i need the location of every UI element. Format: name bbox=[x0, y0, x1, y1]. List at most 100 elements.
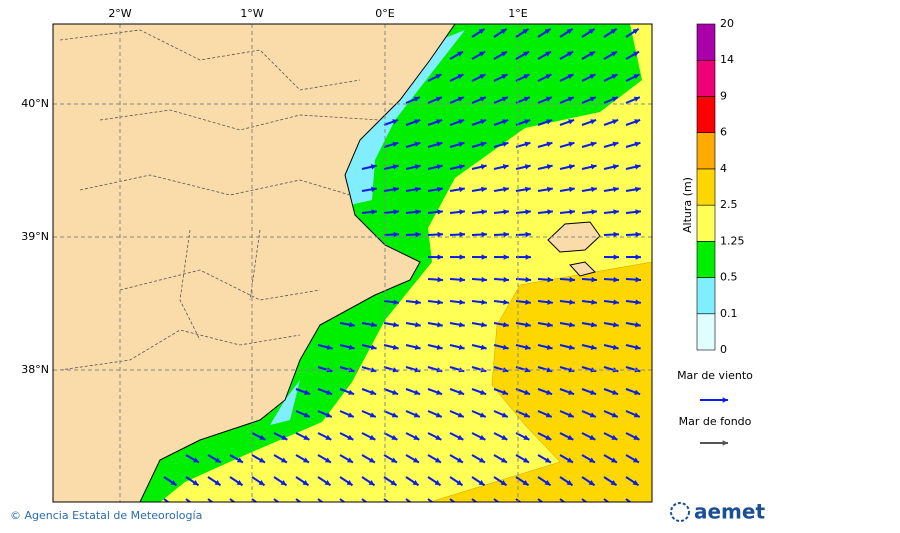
wind-arrow-head bbox=[611, 434, 618, 440]
wind-arrow-head bbox=[459, 186, 465, 193]
wind-arrow-head bbox=[523, 74, 530, 80]
wind-arrow-head bbox=[612, 119, 619, 125]
wind-arrow-head bbox=[346, 480, 353, 486]
wind-arrow-head bbox=[303, 412, 310, 418]
wind-arrow-head bbox=[392, 164, 399, 170]
colorbar: 0 0.1 0.5 1.25 2.5 4 6 9 14 20 bbox=[696, 17, 745, 356]
wind-arrow-head bbox=[503, 276, 509, 283]
wind-arrow-head bbox=[635, 186, 641, 193]
wind-arrow-head bbox=[524, 164, 531, 170]
lon-label: 0°E bbox=[375, 7, 394, 20]
wind-arrow-head bbox=[434, 457, 441, 463]
wind-arrow-head bbox=[480, 164, 487, 170]
wind-arrow-head bbox=[479, 412, 486, 418]
wind-arrow-head bbox=[390, 457, 397, 463]
boundary bbox=[59, 29, 381, 371]
wind-arrow-head bbox=[501, 434, 508, 440]
wind-arrow-head bbox=[634, 344, 641, 350]
wind-arrow-head bbox=[258, 480, 265, 486]
colorbar-segment bbox=[696, 277, 716, 315]
wind-arrow-head bbox=[458, 344, 465, 350]
wind-arrow-head bbox=[524, 344, 531, 350]
wind-arrow-head bbox=[502, 119, 509, 125]
wind-arrow-head bbox=[436, 119, 443, 125]
wind-arrow-head bbox=[413, 412, 420, 418]
wind-arrow-head bbox=[546, 367, 553, 373]
wind-arrow-head bbox=[481, 186, 487, 193]
wind-arrow-head bbox=[613, 209, 619, 215]
wind-arrow-head bbox=[457, 412, 464, 418]
wind-arrow-head bbox=[436, 164, 443, 170]
wind-arrow-head bbox=[478, 28, 485, 35]
wind-arrow-head bbox=[569, 276, 575, 283]
wind-arrow-head bbox=[434, 503, 440, 508]
lat-label: 40°N bbox=[21, 97, 49, 110]
wind-arrow-head bbox=[302, 503, 308, 508]
wind-arrow-head bbox=[635, 276, 641, 283]
wind-arrow-head bbox=[525, 209, 531, 215]
colorbar-label: 20 bbox=[720, 17, 734, 30]
colorbar-label: 1.25 bbox=[720, 234, 745, 247]
wind-arrow-head bbox=[612, 141, 619, 147]
wind-arrow-head bbox=[503, 322, 509, 328]
wind-arrow-head bbox=[589, 51, 596, 57]
wind-arrow-head bbox=[524, 367, 531, 373]
wind-arrow bbox=[251, 498, 258, 502]
colorbar-segment bbox=[696, 168, 716, 206]
wind-arrow-head bbox=[414, 119, 421, 125]
cyan-zone bbox=[345, 30, 465, 205]
wind-arrow-head bbox=[435, 96, 442, 102]
colorbar-label: 0.1 bbox=[720, 307, 738, 320]
wind-arrow-head bbox=[525, 186, 531, 193]
wind-arrow-head bbox=[590, 119, 597, 125]
wind-arrow-head bbox=[259, 434, 266, 440]
arrow-field bbox=[163, 28, 642, 508]
wind-arrow-head bbox=[325, 412, 332, 418]
wind-arrow-head bbox=[393, 209, 399, 215]
wind-arrow bbox=[317, 498, 324, 502]
wind-arrow bbox=[603, 498, 610, 502]
wind-arrow-head bbox=[522, 28, 529, 35]
wind-arrow-head bbox=[302, 457, 309, 463]
wind-arrow-head bbox=[633, 412, 640, 418]
wind-arrow bbox=[427, 498, 434, 502]
wind-arrow-head bbox=[458, 164, 465, 170]
wind-arrow-head bbox=[435, 434, 442, 440]
wind-arrow-head bbox=[502, 164, 509, 170]
wind-arrow-head bbox=[633, 51, 640, 57]
wind-arrow-head bbox=[610, 503, 616, 508]
legend-label: Mar de viento bbox=[677, 369, 753, 382]
wind-arrow-head bbox=[589, 74, 596, 80]
wind-arrow bbox=[625, 498, 632, 502]
colorbar-label: 9 bbox=[720, 89, 727, 102]
wind-arrow-head bbox=[370, 367, 377, 373]
colorbar-segment bbox=[696, 241, 716, 278]
wind-arrow-head bbox=[393, 186, 399, 193]
wind-arrow-head bbox=[370, 344, 377, 350]
wind-arrow-head bbox=[459, 254, 465, 260]
map-area bbox=[53, 24, 652, 508]
wind-arrow-head bbox=[547, 299, 553, 305]
wind-arrow-head bbox=[457, 74, 464, 80]
wind-arrow-head bbox=[545, 434, 552, 440]
wind-arrow-head bbox=[437, 276, 443, 283]
colorbar-segment bbox=[696, 59, 716, 97]
wind-arrow-head bbox=[501, 412, 508, 418]
wind-arrow-head bbox=[393, 322, 399, 328]
wind-arrow-head bbox=[458, 389, 465, 395]
wind-arrow-head bbox=[568, 141, 575, 147]
wind-arrow-head bbox=[478, 480, 485, 486]
colorbar-segment bbox=[696, 132, 716, 170]
wind-arrow-head bbox=[481, 231, 487, 238]
wind-arrow-head bbox=[478, 457, 485, 463]
wind-arrow-head bbox=[612, 344, 619, 350]
colorbar-label: 0.5 bbox=[720, 271, 738, 284]
wind-arrow-head bbox=[525, 254, 531, 260]
wind-arrow-head bbox=[546, 141, 553, 147]
wind-arrow-head bbox=[324, 480, 331, 486]
wind-arrow-head bbox=[457, 51, 464, 57]
wind-arrow-head bbox=[610, 480, 617, 486]
wind-arrow-head bbox=[414, 141, 421, 147]
wind-arrow-head bbox=[456, 480, 463, 486]
wind-arrow-head bbox=[544, 503, 550, 508]
